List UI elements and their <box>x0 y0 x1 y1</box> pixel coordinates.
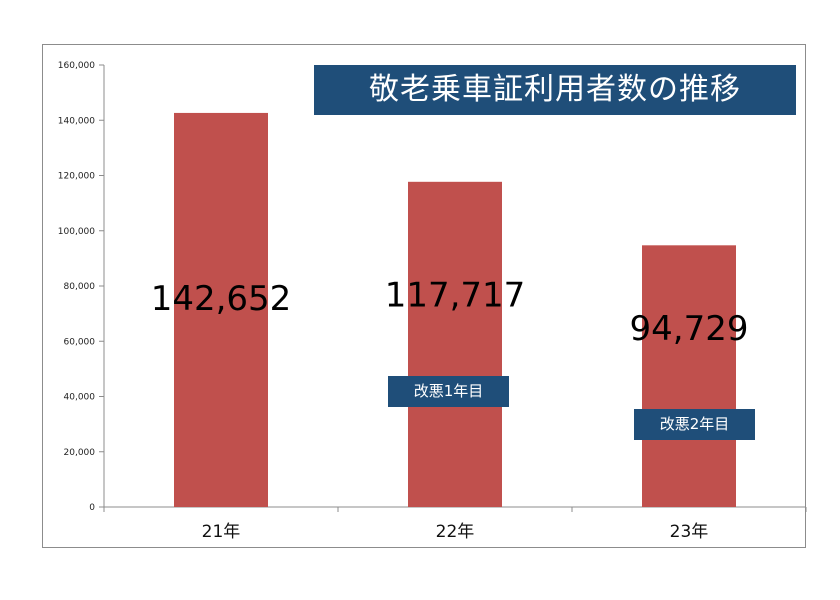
y-tick-label: 0 <box>89 503 95 513</box>
y-tick-label: 60,000 <box>64 337 96 347</box>
y-tick-label: 20,000 <box>64 448 96 458</box>
data-label: 94,729 <box>630 309 749 349</box>
y-tick-label: 120,000 <box>58 172 95 182</box>
bars <box>174 112 736 507</box>
y-tick-label: 40,000 <box>64 393 96 403</box>
x-tick-label: 22年 <box>436 522 475 542</box>
x-tick-label: 21年 <box>202 522 241 542</box>
chart-title: 敬老乗車証利用者数の推移 <box>314 65 796 115</box>
data-label: 142,652 <box>151 279 292 319</box>
y-tick-label: 140,000 <box>58 116 95 126</box>
annotation-year-2: 改悪2年目 <box>634 409 755 440</box>
y-tick-label: 100,000 <box>58 227 95 237</box>
data-label: 117,717 <box>385 275 526 315</box>
bar <box>408 181 502 507</box>
data-labels: 142,652 117,717 94,729 <box>151 275 749 349</box>
x-tick-label: 23年 <box>670 522 709 542</box>
y-tick-label: 160,000 <box>58 61 95 71</box>
bar <box>174 112 268 507</box>
annotation-year-1: 改悪1年目 <box>388 376 509 407</box>
y-tick-label: 80,000 <box>64 282 96 292</box>
bar <box>642 245 736 507</box>
y-axis: 0 20,000 40,000 60,000 80,000 100,000 120,000 1… <box>58 61 105 513</box>
x-axis: 21年 22年 23年 <box>103 506 807 542</box>
